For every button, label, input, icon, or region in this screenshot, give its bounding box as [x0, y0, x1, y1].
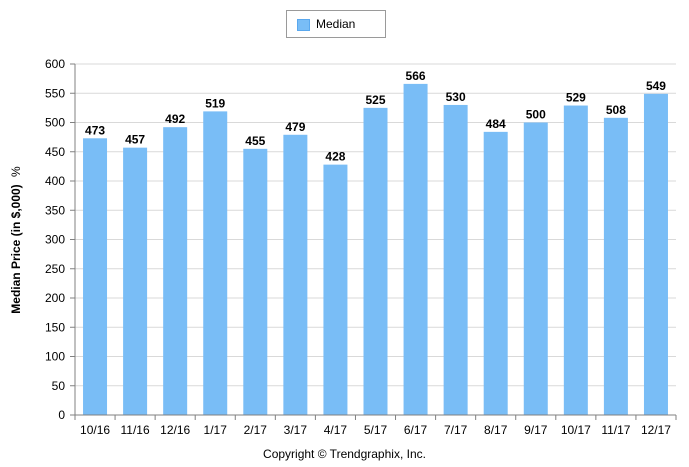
bar [603, 117, 628, 415]
y-tick-label: 500 [45, 116, 65, 130]
x-tick-label: 1/17 [204, 423, 228, 437]
x-tick-label: 8/17 [484, 423, 508, 437]
bar-value-label: 428 [325, 150, 345, 164]
x-tick-label: 11/16 [121, 423, 150, 437]
y-axis-title-main: Median Price (in $,000) [9, 184, 23, 313]
bar [203, 111, 228, 415]
bar-value-label: 530 [446, 90, 466, 104]
x-tick-label: 11/17 [601, 423, 630, 437]
x-tick-label: 3/17 [284, 423, 308, 437]
x-tick-label: 10/17 [561, 423, 591, 437]
y-tick-label: 450 [45, 145, 65, 159]
x-tick-label: 6/17 [404, 423, 428, 437]
bar [523, 122, 548, 415]
bar-value-label: 492 [165, 112, 185, 126]
bar-value-label: 479 [285, 120, 305, 134]
x-tick-label: 9/17 [524, 423, 548, 437]
legend-label-median: Median [316, 17, 356, 31]
legend-swatch [297, 19, 310, 31]
y-tick-label: 200 [45, 291, 65, 305]
x-tick-label: 7/17 [444, 423, 468, 437]
y-axis-ticks: 0 50 100 150 200 250 300 350 400 450 500 550 600 [45, 57, 75, 422]
bar-value-label: 500 [526, 108, 546, 122]
x-tick-label: 12/17 [641, 423, 671, 437]
y-tick-label: 50 [52, 379, 66, 393]
y-tick-label: 100 [45, 350, 65, 364]
bar-value-label: 455 [245, 134, 265, 148]
x-tick-label: 12/16 [160, 423, 190, 437]
x-tick-label: 2/17 [244, 423, 268, 437]
x-tick-label: 10/16 [80, 423, 110, 437]
bar [563, 105, 588, 415]
bar-value-label: 519 [205, 96, 225, 110]
bars [83, 83, 668, 416]
legend: Median [286, 10, 386, 38]
bar-value-label: 484 [486, 117, 506, 131]
bar-value-label: 525 [365, 93, 385, 107]
y-tick-label: 550 [45, 86, 65, 100]
bar [443, 104, 468, 415]
y-tick-label: 300 [45, 233, 65, 247]
bar-value-label: 457 [125, 133, 145, 147]
y-tick-label: 600 [45, 57, 65, 71]
bar [403, 83, 428, 415]
bar-value-label: 508 [606, 103, 626, 117]
y-axis-title: Median Price (in $,000) % [9, 166, 23, 314]
bar [483, 131, 508, 416]
y-tick-label: 350 [45, 203, 65, 217]
y-tick-label: 0 [58, 408, 65, 422]
bar [83, 138, 108, 416]
bar [163, 127, 188, 416]
y-tick-label: 400 [45, 174, 65, 188]
bar [363, 107, 388, 415]
x-axis-ticks: 10/16 11/16 12/16 1/17 2/17 3/17 4/17 5/17 6/17 7… [74, 415, 677, 437]
bar [283, 134, 308, 415]
bar [643, 93, 668, 416]
y-tick-label: 250 [45, 262, 65, 276]
bar-value-label: 473 [85, 123, 105, 137]
y-tick-label: 150 [45, 320, 65, 334]
bar-value-label: 529 [566, 91, 586, 105]
y-axis-title-unit: % [9, 166, 23, 177]
x-tick-label: 5/17 [364, 423, 388, 437]
copyright-footer: Copyright © Trendgraphix, Inc. [263, 447, 426, 461]
bar-value-label: 549 [646, 79, 666, 93]
bar [243, 148, 268, 415]
data-labels: 473 457 492 519 455 479 428 525 566 530 484 500 529 5… [85, 69, 666, 164]
bar-value-label: 566 [406, 69, 426, 83]
x-tick-label: 4/17 [324, 423, 348, 437]
bar [323, 164, 348, 415]
bar [123, 147, 148, 415]
